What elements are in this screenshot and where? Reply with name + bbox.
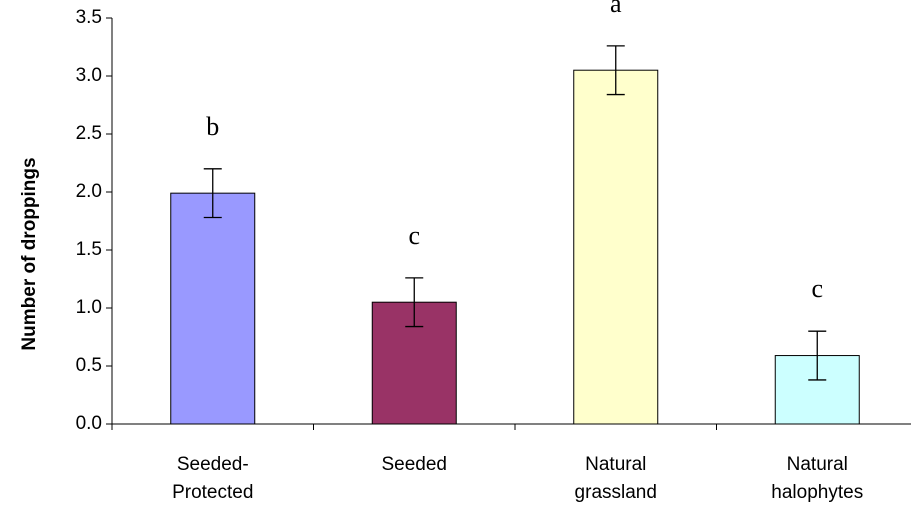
y-axis-label: Number of droppings (19, 157, 40, 350)
x-category-label-line: Natural (787, 454, 848, 475)
y-tick-label: 2.5 (76, 123, 102, 144)
x-category-label-line: halophytes (771, 482, 863, 503)
x-category-label-line: Natural (585, 454, 646, 475)
significance-label: a (610, 0, 622, 18)
x-category-label: Natural grassland (575, 454, 657, 503)
bar (573, 69, 659, 425)
significance-label: c (408, 221, 420, 250)
significance-label: b (206, 112, 219, 141)
x-category-label-line: Protected (172, 482, 253, 503)
y-tick-label: 2.0 (76, 181, 102, 202)
x-category-label: Seeded- Protected (172, 454, 253, 503)
y-tick-label: 1.5 (76, 239, 102, 260)
significance-label: c (811, 274, 823, 303)
x-category-label-line: Seeded (381, 454, 447, 475)
y-tick-label: 1.0 (76, 297, 102, 318)
x-category-label: Seeded (381, 454, 447, 475)
x-category-label-line: grassland (575, 482, 657, 503)
y-axis: 0.0 0.5 1.0 1.5 2.0 2.5 3.0 3.5 (76, 7, 113, 434)
x-category-label: Natural halophytes (771, 454, 863, 503)
y-tick-label: 0.5 (76, 355, 102, 376)
bars-group: b c a c (170, 0, 860, 425)
y-tick-label: 3.0 (76, 65, 102, 86)
bar (170, 192, 256, 425)
y-tick-label: 3.5 (76, 7, 102, 28)
y-tick-label: 0.0 (76, 413, 102, 434)
x-category-label-line: Seeded- (177, 454, 249, 475)
